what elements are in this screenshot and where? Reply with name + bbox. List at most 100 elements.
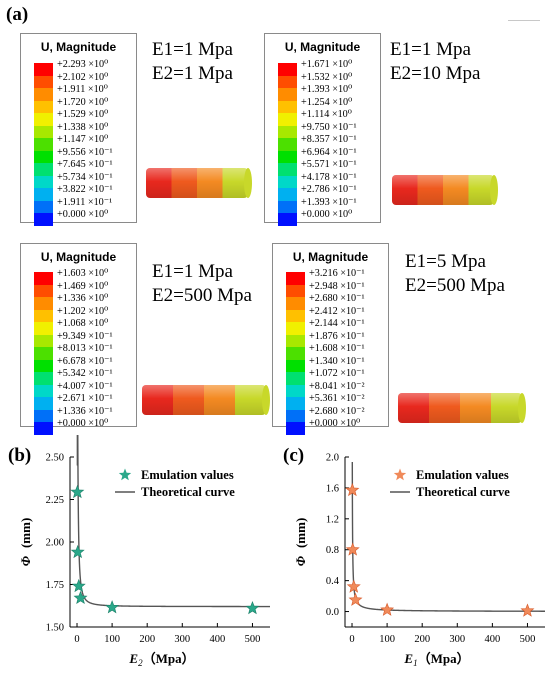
emulation-point xyxy=(520,603,535,617)
colorbar-tick-label: +0.000 ×10⁰ xyxy=(57,209,109,220)
cylinder-end-cap xyxy=(518,393,526,423)
x-axis-label: E2（Mpa） xyxy=(128,651,194,668)
colorbar-tick-label: +5.734 ×10⁻¹ xyxy=(57,171,113,183)
colorbar-tick-label: +5.342 ×10⁻¹ xyxy=(57,368,113,379)
colorbar xyxy=(278,63,297,226)
colorbar-tick-label: +3.822 ×10⁻¹ xyxy=(57,184,113,195)
condition-label: E1=1 Mpa E2=1 Mpa xyxy=(152,38,233,86)
colorbar-segment xyxy=(286,334,305,347)
condition-e1: E1=5 Mpa xyxy=(405,251,486,272)
colorbar-tick-label: +1.114 ×10⁰ xyxy=(301,109,352,120)
colorbar-segment xyxy=(34,297,53,310)
colorbar-ticks: +1.603 ×10⁰ +1.469 ×10⁰ +1.336 ×10⁰ +1.202 … xyxy=(57,268,113,432)
x-axis-label: E1（Mpa） xyxy=(403,651,469,668)
y-tick-label: 1.2 xyxy=(326,514,339,525)
x-tick-label: 0 xyxy=(349,634,354,645)
colorbar-segment xyxy=(34,309,53,322)
colorbar-tick-label: +8.041 ×10⁻² xyxy=(309,380,365,392)
y-tick-label: 2.00 xyxy=(46,538,64,549)
colorbar-tick-label: +1.340 ×10⁻¹ xyxy=(309,355,365,367)
emulation-point xyxy=(73,590,88,605)
y-tick-label: 1.6 xyxy=(326,483,339,494)
colorbar-tick-label: +1.911 ×10⁻¹ xyxy=(57,196,113,208)
colorbar-tick-label: +1.532 ×10⁰ xyxy=(301,71,353,83)
colorbar-tick-label: +1.072 ×10⁻¹ xyxy=(309,368,365,379)
colorbar-tick-label: +1.338 ×10⁰ xyxy=(57,121,109,133)
x-tick-label: 300 xyxy=(449,634,465,645)
colorbar-tick-label: +1.911 ×10⁰ xyxy=(57,84,108,95)
colorbar-tick-label: +0.000 ×10⁰ xyxy=(309,418,361,429)
colorbar-segment xyxy=(278,100,297,113)
colorbar-tick-label: +1.147 ×10⁰ xyxy=(57,134,109,145)
colorbar-tick-label: +2.680 ×10⁻² xyxy=(309,405,365,417)
colorbar-segment xyxy=(278,163,297,176)
legend-label: Theoretical curve xyxy=(416,485,510,499)
x-axis-label-unit: （Mpa） xyxy=(418,651,470,666)
colorbar-segment xyxy=(286,359,305,372)
colorbar-tick-label: +2.102 ×10⁰ xyxy=(57,71,109,83)
colorbar-segment xyxy=(278,125,297,138)
y-axis-label: Φ (mm) xyxy=(293,518,308,567)
cylinder-end-cap xyxy=(244,168,252,198)
colorbar-tick-label: +1.720 ×10⁰ xyxy=(57,96,109,108)
colorbar-segment xyxy=(286,272,305,285)
cylinder-shading xyxy=(392,175,494,205)
colorbar-tick-label: +8.013 ×10⁻¹ xyxy=(57,343,113,354)
legend-label: Emulation values xyxy=(416,468,509,482)
colorbar-tick-label: +4.007 ×10⁻¹ xyxy=(57,380,113,392)
y-axis-label-main: Φ xyxy=(293,555,308,566)
emulation-point xyxy=(380,602,395,616)
y-tick-label: 2.50 xyxy=(46,453,64,464)
colorbar-tick-label: +5.571 ×10⁻¹ xyxy=(301,159,357,170)
x-axis-label-main: E xyxy=(128,651,138,666)
cylinder-end-cap xyxy=(490,175,498,205)
x-tick-label: 200 xyxy=(414,634,430,645)
colorbar-segment xyxy=(34,213,53,226)
colorbar-tick-label: +2.786 ×10⁻¹ xyxy=(301,184,357,195)
colorbar-segment xyxy=(286,372,305,385)
colorbar-segment xyxy=(34,347,53,360)
panel-label: (b) xyxy=(8,445,31,466)
emulation-point xyxy=(345,542,360,556)
x-axis-label-sub: 2 xyxy=(138,658,143,668)
emulation-point xyxy=(70,484,85,499)
colorbar-segment xyxy=(34,409,53,422)
condition-e2: E2=500 Mpa xyxy=(405,275,505,296)
condition-e1: E1=1 Mpa xyxy=(152,39,233,60)
fea-legend-1: U, Magnitude +2.293 ×10⁰ +2.102 ×10⁰ +1.91… xyxy=(20,33,137,226)
emulation-point xyxy=(345,482,360,497)
fea-legend-4: U, Magnitude +3.216 ×10⁻¹ +2.948 ×10⁻¹ +2.… xyxy=(272,243,389,435)
colorbar-segment xyxy=(278,150,297,163)
colorbar-tick-label: +1.254 ×10⁰ xyxy=(301,96,353,108)
cylinder-shading xyxy=(398,393,522,423)
deformed-cylinder xyxy=(146,168,252,198)
colorbar-segment xyxy=(34,334,53,347)
condition-e2: E2=1 Mpa xyxy=(152,63,233,84)
colorbar-segment xyxy=(34,372,53,385)
y-tick-label: 2.0 xyxy=(326,453,339,464)
colorbar-tick-label: +2.948 ×10⁻¹ xyxy=(309,280,365,292)
deformed-cylinder xyxy=(398,393,526,423)
x-axis-label-main: E xyxy=(403,651,413,666)
condition-e1: E1=1 Mpa xyxy=(152,261,233,282)
colorbar-ticks: +2.293 ×10⁰ +2.102 ×10⁰ +1.911 ×10⁰ +1.720 … xyxy=(57,59,113,223)
emulation-point xyxy=(70,544,85,559)
colorbar-tick-label: +0.000 ×10⁰ xyxy=(301,209,353,220)
colorbar-tick-label: +1.529 ×10⁰ xyxy=(57,109,109,120)
colorbar-segment xyxy=(286,297,305,310)
legend-label: Emulation values xyxy=(141,468,234,482)
colorbar-tick-label: +2.293 ×10⁰ xyxy=(57,59,109,70)
colorbar-segment xyxy=(34,322,53,335)
condition-e2: E2=500 Mpa xyxy=(152,285,252,306)
colorbar-segment xyxy=(286,322,305,335)
x-tick-label: 400 xyxy=(209,634,225,645)
x-tick-label: 100 xyxy=(104,634,120,645)
y-tick-label: 0.0 xyxy=(326,607,339,618)
x-tick-label: 200 xyxy=(139,634,155,645)
colorbar-tick-label: +0.000 ×10⁰ xyxy=(57,418,109,429)
colorbar-segment xyxy=(34,384,53,397)
legend-star-icon xyxy=(118,468,132,481)
colorbar-segment xyxy=(278,200,297,213)
colorbar-segment xyxy=(278,88,297,101)
y-tick-label: 0.4 xyxy=(326,576,340,587)
